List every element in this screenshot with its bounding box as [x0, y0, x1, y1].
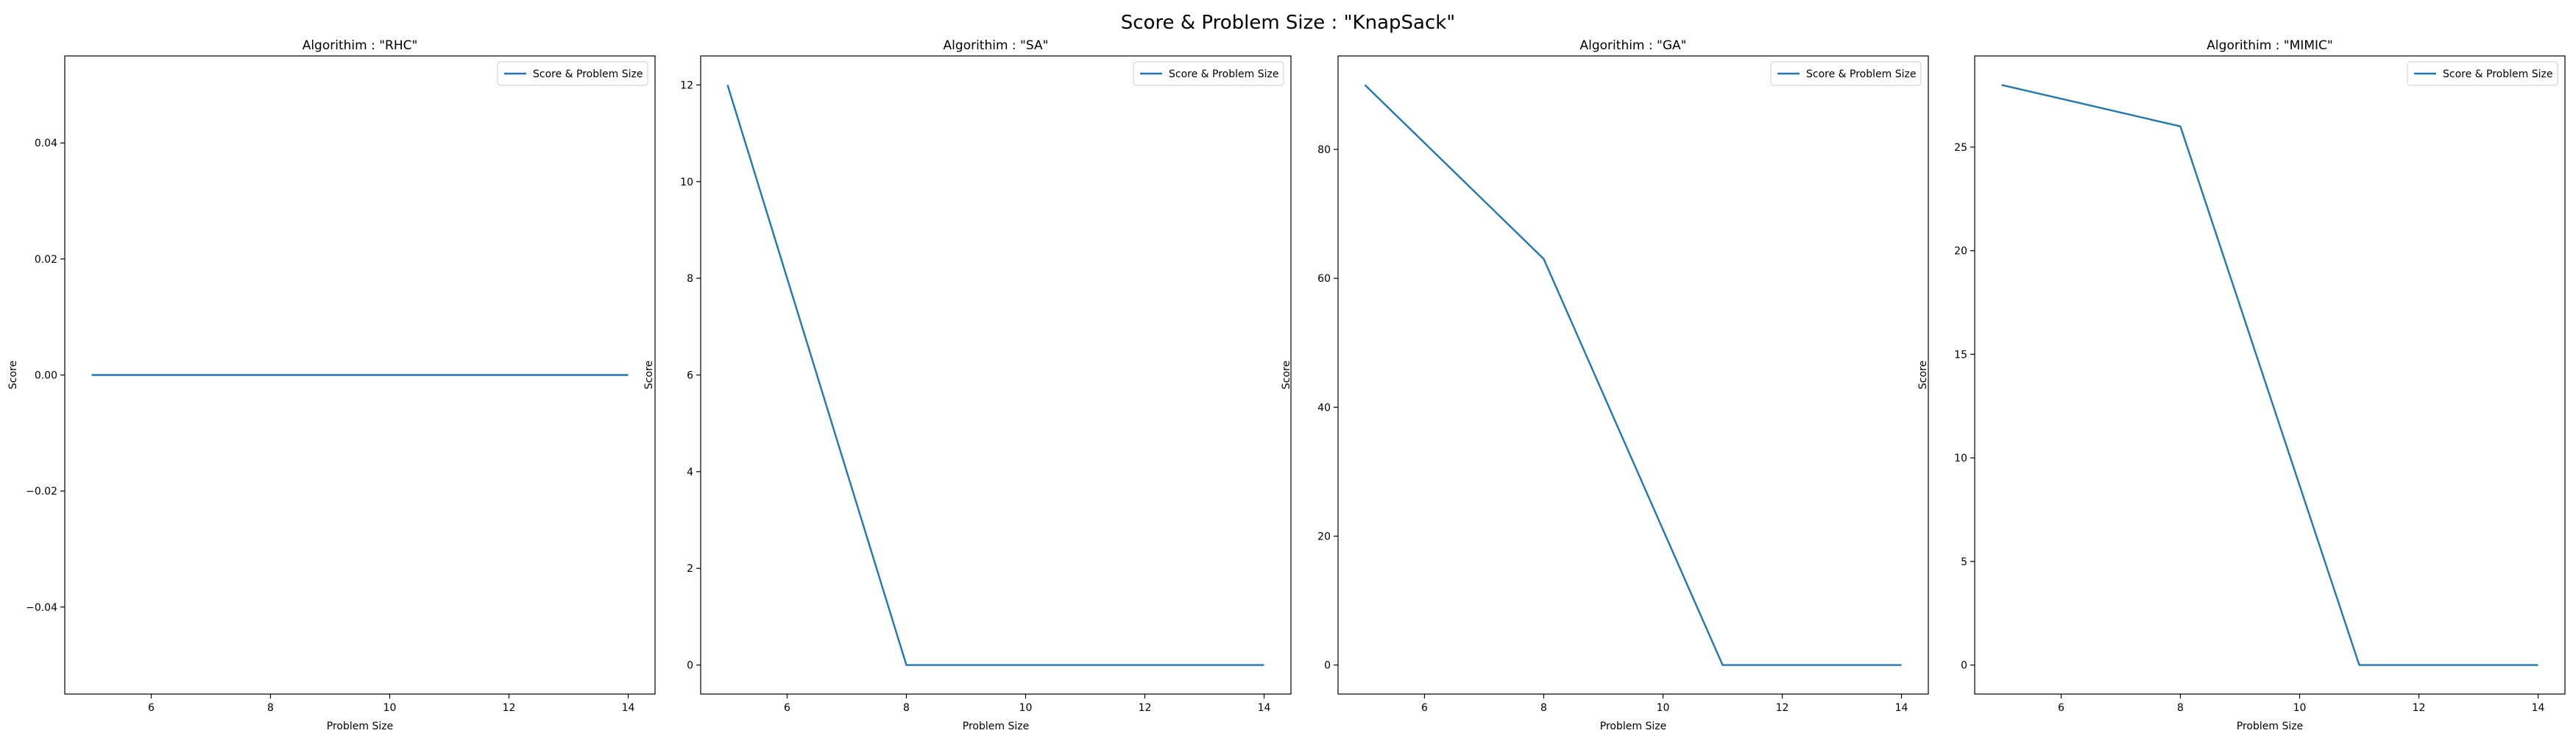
x-tick-label: 14	[1895, 702, 1908, 714]
subplot-3: Algorithim : "MIMIC" 6 8 10 12 14 0 5 10 15 20 25 Pr…	[1917, 38, 2566, 732]
y-tick-label: 8	[687, 273, 693, 285]
x-tick-label: 12	[1139, 702, 1152, 714]
x-tick-label: 6	[2058, 702, 2064, 714]
legend-box	[1770, 61, 1922, 86]
x-tick-label: 14	[1258, 702, 1271, 714]
legend-entry-label: Score & Problem Size	[1169, 68, 1278, 80]
y-tick-label: 80	[1317, 144, 1331, 156]
subplots: Algorithim : "RHC" 6 8 10 12 14 −0.04 −0.02 0.00…	[7, 38, 2566, 732]
subplot-2: Algorithim : "GA" 6 8 10 12 14 0 20 40 60 80 Proble…	[1281, 38, 1929, 732]
subplot-title: Algorithim : "MIMIC"	[2207, 38, 2332, 53]
axes-frame	[1974, 55, 2566, 695]
series-line	[726, 85, 1264, 666]
x-tick-label: 6	[784, 702, 790, 714]
x-axis-label: Problem Size	[327, 721, 393, 732]
legend-box	[497, 61, 648, 86]
legend-box	[2407, 61, 2558, 86]
x-tick-label: 10	[1019, 702, 1033, 714]
legend-box	[1133, 61, 1284, 86]
y-tick-label: 0.04	[35, 138, 57, 149]
x-tick-label: 8	[267, 702, 274, 714]
y-tick-label: 10	[680, 177, 693, 188]
y-tick-label: 60	[1317, 273, 1331, 285]
x-tick-label: 14	[622, 702, 635, 714]
y-tick-label: 5	[1961, 556, 1967, 568]
x-tick-label: 12	[1776, 702, 1789, 714]
x-tick-label: 8	[903, 702, 910, 714]
y-tick-label: 4	[687, 467, 693, 478]
subplot-title: Algorithim : "GA"	[1580, 38, 1687, 53]
x-axis-label: Problem Size	[963, 721, 1029, 732]
legend: Score & Problem Size	[497, 61, 648, 86]
y-axis-label: Score	[7, 361, 19, 389]
legend: Score & Problem Size	[1133, 61, 1284, 86]
y-axis-label: Score	[643, 361, 655, 389]
y-tick-label: 20	[1317, 531, 1331, 542]
x-tick-label: 12	[2413, 702, 2426, 714]
y-tick-label: 15	[1954, 349, 1967, 361]
x-tick-label: 6	[148, 702, 155, 714]
y-tick-label: 6	[687, 370, 693, 382]
x-tick-label: 10	[1657, 702, 1670, 714]
y-tick-label: 20	[1954, 246, 1967, 258]
x-tick-label: 6	[1421, 702, 1428, 714]
y-tick-label: 40	[1317, 402, 1331, 414]
y-tick-label: 12	[680, 79, 693, 91]
figure-suptitle: Score & Problem Size : "KnapSack"	[1121, 12, 1456, 34]
x-tick-label: 8	[2177, 702, 2184, 714]
y-tick-label: 25	[1954, 142, 1967, 154]
y-axis-label: Score	[1281, 361, 1292, 389]
subplot-title: Algorithim : "RHC"	[302, 38, 418, 53]
y-tick-label: 0	[687, 660, 693, 672]
y-tick-label: 0	[1961, 660, 1967, 672]
subplot-1: Algorithim : "SA" 6 8 10 12 14 0 2 4 6 8 10 12 Proble…	[643, 38, 1292, 732]
y-tick-label: 2	[687, 563, 693, 575]
x-tick-label: 8	[1540, 702, 1547, 714]
subplot-title: Algorithim : "SA"	[944, 38, 1049, 53]
series-line	[2001, 84, 2538, 666]
x-axis-label: Problem Size	[2237, 721, 2303, 732]
y-tick-label: 0	[1324, 660, 1331, 672]
x-tick-label: 10	[2293, 702, 2307, 714]
y-axis-label: Score	[1917, 361, 1929, 389]
x-tick-label: 10	[383, 702, 397, 714]
y-tick-label: 0.00	[35, 370, 57, 382]
legend-entry-label: Score & Problem Size	[533, 68, 643, 80]
x-tick-label: 14	[2532, 702, 2545, 714]
y-tick-label: −0.04	[26, 602, 57, 614]
legend: Score & Problem Size	[2407, 61, 2558, 86]
x-axis-label: Problem Size	[1600, 721, 1666, 732]
x-tick-label: 12	[503, 702, 516, 714]
legend-entry-label: Score & Problem Size	[2443, 68, 2552, 80]
legend-entry-label: Score & Problem Size	[1806, 68, 1916, 80]
legend: Score & Problem Size	[1770, 61, 1922, 86]
axes-frame	[1337, 55, 1929, 695]
y-tick-label: −0.02	[26, 486, 57, 498]
y-tick-label: 10	[1954, 453, 1967, 464]
y-tick-label: 0.02	[35, 254, 57, 266]
series-line	[1364, 84, 1902, 666]
subplot-0: Algorithim : "RHC" 6 8 10 12 14 −0.04 −0.02 0.00…	[7, 38, 656, 732]
